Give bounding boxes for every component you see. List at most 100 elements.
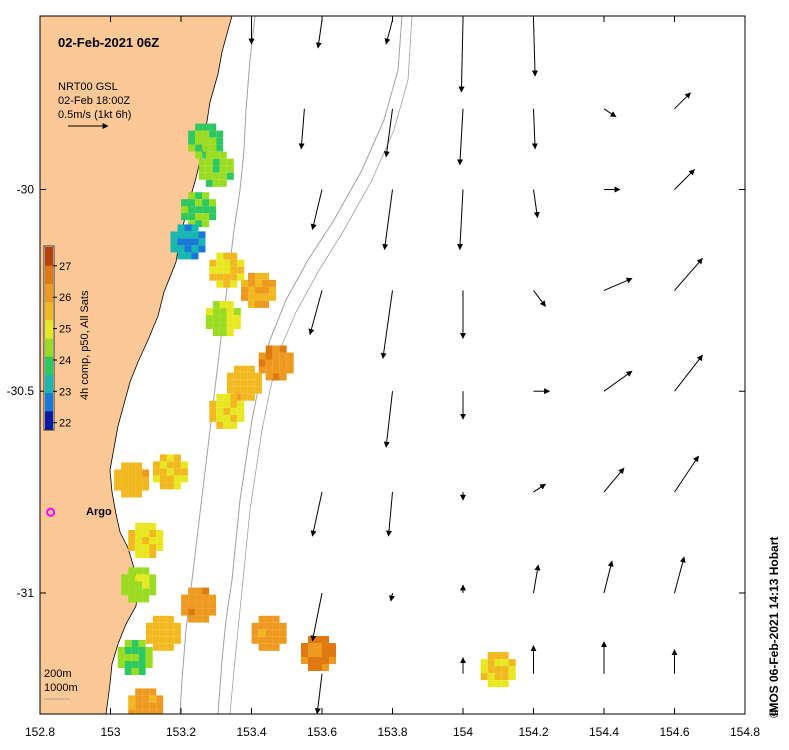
- sst-pixel: [156, 702, 164, 710]
- map-title: 02-Feb-2021 06Z: [58, 35, 159, 50]
- sst-pixel: [135, 695, 143, 703]
- sst-pixel: [128, 483, 136, 491]
- sst-pixel: [258, 352, 266, 360]
- sst-pixel: [152, 468, 160, 476]
- sst-pixel: [184, 238, 192, 246]
- sst-pixel: [494, 652, 502, 660]
- sst-pixel: [226, 315, 234, 323]
- sst-pixel: [131, 647, 139, 654]
- sst-pixel: [226, 329, 234, 337]
- sst-pixel: [142, 709, 150, 714]
- sst-pixel: [195, 144, 203, 152]
- sst-pixel: [258, 636, 266, 644]
- sst-pixel: [166, 482, 174, 490]
- current-arrow: [383, 108, 393, 158]
- sst-pixel: [159, 475, 167, 483]
- sst-pixel: [258, 615, 266, 623]
- sst-pixel: [138, 647, 146, 654]
- sst-pixel: [487, 680, 495, 688]
- sst-pixel: [191, 238, 199, 246]
- sst-pixel: [166, 643, 174, 651]
- sst-pixel: [145, 661, 153, 668]
- sst-pixel: [269, 279, 276, 287]
- sst-pixel: [258, 643, 266, 651]
- sst-pixel: [205, 179, 213, 187]
- sst-pixel: [195, 213, 203, 221]
- sst-pixel: [135, 595, 143, 603]
- sst-pixel: [272, 359, 280, 367]
- sst-pixel: [279, 366, 287, 374]
- sst-pixel: [202, 594, 210, 602]
- sst-patch: [205, 301, 241, 337]
- sst-pixel: [138, 668, 146, 675]
- argo-label: Argo: [86, 506, 112, 518]
- sst-pixel: [205, 308, 213, 316]
- sst-pixel: [188, 130, 196, 138]
- current-arrow: [457, 189, 464, 251]
- sst-pixel: [135, 688, 143, 696]
- sst-pixel: [152, 461, 160, 469]
- colorbar-swatch: [45, 392, 53, 412]
- sst-pixel: [216, 407, 224, 415]
- sst-pixel: [240, 386, 248, 394]
- sst-pixel: [128, 469, 136, 477]
- sst-pixel: [202, 587, 210, 595]
- sst-pixel: [223, 421, 231, 429]
- current-arrow: [603, 277, 633, 291]
- sst-pixel: [247, 365, 255, 373]
- sst-pixel: [188, 220, 196, 228]
- sst-pixel: [247, 372, 255, 380]
- sst-pixel: [226, 165, 234, 173]
- sst-pixel: [322, 657, 329, 664]
- sst-pixel: [255, 300, 262, 308]
- sst-pixel: [135, 544, 143, 551]
- sst-pixel: [255, 279, 262, 287]
- sst-pixel: [131, 661, 139, 668]
- sst-pixel: [191, 245, 199, 253]
- sst-pixel: [329, 643, 336, 650]
- sst-pixel: [166, 629, 174, 637]
- sst-pixel: [152, 629, 160, 637]
- sst-pixel: [223, 259, 231, 267]
- sst-pixel: [180, 461, 188, 469]
- sst-pixel: [508, 659, 516, 667]
- sst-pixel: [248, 293, 255, 301]
- sst-pixel: [480, 673, 488, 681]
- sst-pixel: [173, 622, 181, 630]
- sst-pixel: [180, 468, 188, 476]
- sst-pixel: [209, 601, 217, 609]
- sst-pixel: [149, 574, 157, 582]
- sst-pixel: [166, 461, 174, 469]
- sst-pixel: [209, 144, 217, 152]
- sst-pixel: [121, 483, 129, 491]
- sst-pixel: [135, 581, 143, 589]
- sst-pixel: [142, 581, 150, 589]
- sst-pixel: [209, 407, 217, 415]
- sst-pixel: [181, 199, 189, 207]
- sst-pixel: [202, 137, 210, 145]
- sst-pixel: [149, 544, 157, 551]
- sst-pixel: [230, 280, 238, 288]
- sst-pixel: [501, 659, 509, 667]
- coastline-land: [40, 16, 233, 714]
- sst-pixel: [128, 595, 136, 603]
- sst-pixel: [501, 666, 509, 674]
- sst-pixel: [195, 615, 203, 623]
- sst-pixel: [177, 231, 185, 239]
- sst-pixel: [209, 130, 217, 138]
- argo-float[interactable]: [46, 507, 56, 517]
- sst-pixel: [142, 537, 150, 544]
- sst-pixel: [272, 373, 280, 381]
- sst-pixel: [209, 259, 217, 267]
- sst-pixel: [241, 279, 248, 287]
- sst-patch: [117, 640, 153, 675]
- y-axis: -30 -30.5 -31: [7, 182, 745, 600]
- sst-pixel: [135, 490, 143, 498]
- sst-pixel: [121, 588, 129, 596]
- sst-pixel: [237, 266, 245, 274]
- x-tick-label: 154.4: [589, 725, 619, 739]
- sst-pixel: [279, 352, 287, 360]
- sst-pixel: [124, 654, 132, 661]
- sst-pixel: [212, 151, 220, 159]
